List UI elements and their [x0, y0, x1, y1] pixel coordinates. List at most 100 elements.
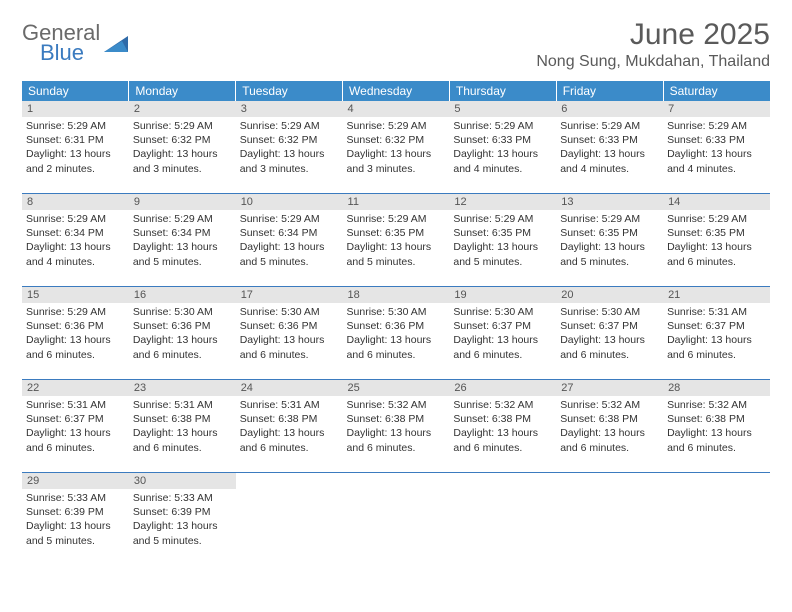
sunset-line: Sunset: 6:35 PM: [347, 226, 446, 240]
sunrise-line: Sunrise: 5:29 AM: [560, 119, 659, 133]
sunset-line: Sunset: 6:37 PM: [560, 319, 659, 333]
sunrise-line: Sunrise: 5:32 AM: [453, 398, 552, 412]
sunset-line: Sunset: 6:36 PM: [240, 319, 339, 333]
calendar-table: Sunday Monday Tuesday Wednesday Thursday…: [22, 81, 770, 565]
calendar-day-cell: 7Sunrise: 5:29 AMSunset: 6:33 PMDaylight…: [663, 101, 770, 194]
calendar-day-cell: 5Sunrise: 5:29 AMSunset: 6:33 PMDaylight…: [449, 101, 556, 194]
sunset-line: Sunset: 6:39 PM: [133, 505, 232, 519]
sunrise-line: Sunrise: 5:29 AM: [560, 212, 659, 226]
day-number: 2: [129, 101, 236, 117]
daylight-line: Daylight: 13 hours and 6 minutes.: [26, 333, 125, 361]
calendar-day-cell: 15Sunrise: 5:29 AMSunset: 6:36 PMDayligh…: [22, 287, 129, 380]
sunrise-line: Sunrise: 5:30 AM: [133, 305, 232, 319]
daylight-line: Daylight: 13 hours and 5 minutes.: [240, 240, 339, 268]
daylight-line: Daylight: 13 hours and 5 minutes.: [133, 519, 232, 547]
sunset-line: Sunset: 6:35 PM: [453, 226, 552, 240]
day-number: 5: [449, 101, 556, 117]
sunset-line: Sunset: 6:33 PM: [453, 133, 552, 147]
daylight-line: Daylight: 13 hours and 4 minutes.: [560, 147, 659, 175]
daylight-line: Daylight: 13 hours and 6 minutes.: [133, 426, 232, 454]
sunset-line: Sunset: 6:34 PM: [26, 226, 125, 240]
day-number: 19: [449, 287, 556, 303]
daylight-line: Daylight: 13 hours and 4 minutes.: [26, 240, 125, 268]
page-title: June 2025: [536, 18, 770, 51]
daylight-line: Daylight: 13 hours and 6 minutes.: [667, 333, 766, 361]
sunset-line: Sunset: 6:35 PM: [667, 226, 766, 240]
calendar-day-cell: 24Sunrise: 5:31 AMSunset: 6:38 PMDayligh…: [236, 380, 343, 473]
calendar-day-cell: 25Sunrise: 5:32 AMSunset: 6:38 PMDayligh…: [343, 380, 450, 473]
sunrise-line: Sunrise: 5:29 AM: [26, 305, 125, 319]
calendar-day-cell: 0: [343, 473, 450, 566]
day-number: 16: [129, 287, 236, 303]
sunrise-line: Sunrise: 5:30 AM: [453, 305, 552, 319]
calendar-day-cell: 0: [663, 473, 770, 566]
calendar-week-row: 8Sunrise: 5:29 AMSunset: 6:34 PMDaylight…: [22, 194, 770, 287]
calendar-day-cell: 27Sunrise: 5:32 AMSunset: 6:38 PMDayligh…: [556, 380, 663, 473]
sunset-line: Sunset: 6:39 PM: [26, 505, 125, 519]
location-text: Nong Sung, Mukdahan, Thailand: [536, 53, 770, 71]
calendar-day-cell: 22Sunrise: 5:31 AMSunset: 6:37 PMDayligh…: [22, 380, 129, 473]
sunrise-line: Sunrise: 5:29 AM: [133, 119, 232, 133]
day-number: 13: [556, 194, 663, 210]
sunset-line: Sunset: 6:38 PM: [240, 412, 339, 426]
calendar-day-cell: 6Sunrise: 5:29 AMSunset: 6:33 PMDaylight…: [556, 101, 663, 194]
calendar-week-row: 29Sunrise: 5:33 AMSunset: 6:39 PMDayligh…: [22, 473, 770, 566]
sunset-line: Sunset: 6:35 PM: [560, 226, 659, 240]
header: General Blue June 2025 Nong Sung, Mukdah…: [22, 18, 770, 71]
daylight-line: Daylight: 13 hours and 3 minutes.: [347, 147, 446, 175]
daylight-line: Daylight: 13 hours and 5 minutes.: [560, 240, 659, 268]
calendar-day-cell: 1 Sunrise: 5:29 AMSunset: 6:31 PMDaylight…: [22, 101, 129, 194]
calendar-day-cell: 18Sunrise: 5:30 AMSunset: 6:36 PMDayligh…: [343, 287, 450, 380]
daylight-line: Daylight: 13 hours and 6 minutes.: [453, 333, 552, 361]
day-number: 11: [343, 194, 450, 210]
sunrise-line: Sunrise: 5:29 AM: [347, 119, 446, 133]
sunset-line: Sunset: 6:38 PM: [347, 412, 446, 426]
logo-line2: Blue: [40, 42, 100, 64]
calendar-day-cell: 21Sunrise: 5:31 AMSunset: 6:37 PMDayligh…: [663, 287, 770, 380]
weekday-heading: Tuesday: [236, 81, 343, 101]
sunset-line: Sunset: 6:38 PM: [667, 412, 766, 426]
daylight-line: Daylight: 13 hours and 6 minutes.: [240, 426, 339, 454]
sunset-line: Sunset: 6:38 PM: [560, 412, 659, 426]
sunrise-line: Sunrise: 5:33 AM: [26, 491, 125, 505]
weekday-heading: Friday: [556, 81, 663, 101]
calendar-day-cell: 26Sunrise: 5:32 AMSunset: 6:38 PMDayligh…: [449, 380, 556, 473]
day-number: 3: [236, 101, 343, 117]
sunset-line: Sunset: 6:36 PM: [347, 319, 446, 333]
calendar-day-cell: 11Sunrise: 5:29 AMSunset: 6:35 PMDayligh…: [343, 194, 450, 287]
sunrise-line: Sunrise: 5:31 AM: [240, 398, 339, 412]
sunrise-line: Sunrise: 5:29 AM: [26, 119, 125, 133]
day-number: 1: [22, 101, 129, 117]
day-number: 27: [556, 380, 663, 396]
sunset-line: Sunset: 6:32 PM: [347, 133, 446, 147]
calendar-day-cell: 20Sunrise: 5:30 AMSunset: 6:37 PMDayligh…: [556, 287, 663, 380]
calendar-day-cell: 0: [236, 473, 343, 566]
sunset-line: Sunset: 6:33 PM: [560, 133, 659, 147]
daylight-line: Daylight: 13 hours and 6 minutes.: [347, 426, 446, 454]
weekday-heading: Sunday: [22, 81, 129, 101]
calendar-day-cell: 19Sunrise: 5:30 AMSunset: 6:37 PMDayligh…: [449, 287, 556, 380]
sunset-line: Sunset: 6:36 PM: [26, 319, 125, 333]
day-number: 8: [22, 194, 129, 210]
daylight-line: Daylight: 13 hours and 6 minutes.: [560, 333, 659, 361]
daylight-line: Daylight: 13 hours and 2 minutes.: [26, 147, 125, 175]
day-number: 17: [236, 287, 343, 303]
calendar-day-cell: 13 Sunrise: 5:29 AMSunset: 6:35 PMDayligh…: [556, 194, 663, 287]
calendar-day-cell: 0: [449, 473, 556, 566]
weekday-heading: Saturday: [663, 81, 770, 101]
calendar-day-cell: 4Sunrise: 5:29 AMSunset: 6:32 PMDaylight…: [343, 101, 450, 194]
logo: General Blue: [22, 22, 130, 64]
daylight-line: Daylight: 13 hours and 6 minutes.: [347, 333, 446, 361]
calendar-day-cell: 10Sunrise: 5:29 AMSunset: 6:34 PMDayligh…: [236, 194, 343, 287]
daylight-line: Daylight: 13 hours and 4 minutes.: [667, 147, 766, 175]
daylight-line: Daylight: 13 hours and 6 minutes.: [560, 426, 659, 454]
daylight-line: Daylight: 13 hours and 6 minutes.: [133, 333, 232, 361]
calendar-day-cell: 28Sunrise: 5:32 AMSunset: 6:38 PMDayligh…: [663, 380, 770, 473]
sunset-line: Sunset: 6:31 PM: [26, 133, 125, 147]
calendar-day-cell: 0: [556, 473, 663, 566]
sunrise-line: Sunrise: 5:29 AM: [347, 212, 446, 226]
sunset-line: Sunset: 6:33 PM: [667, 133, 766, 147]
sunrise-line: Sunrise: 5:32 AM: [347, 398, 446, 412]
day-number: 14: [663, 194, 770, 210]
sunset-line: Sunset: 6:36 PM: [133, 319, 232, 333]
